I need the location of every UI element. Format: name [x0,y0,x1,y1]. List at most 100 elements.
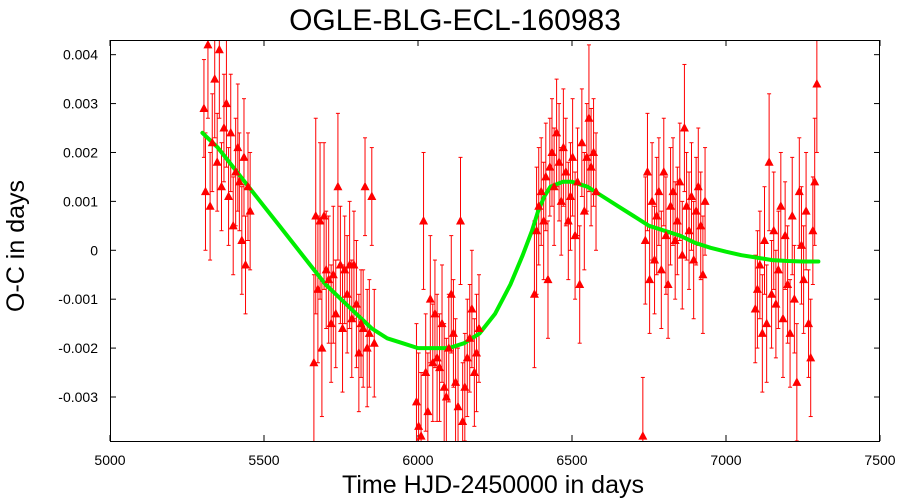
data-point [342,289,352,298]
y-axis-label: O-C in days [2,180,30,312]
data-point [783,279,793,289]
data-point [349,259,359,269]
data-point [321,264,331,274]
y-tick-label: 0 [90,242,98,258]
data-point [448,328,458,337]
data-point [219,123,229,132]
data-point [226,127,236,137]
data-point [762,318,772,328]
data-point [579,206,589,215]
data-point [785,328,795,337]
data-point [638,431,648,440]
data-point [640,235,650,244]
data-point [328,269,338,279]
data-point [666,201,676,210]
data-point [430,308,440,318]
data-point [696,220,706,230]
data-point [799,274,809,284]
data-point [319,211,329,220]
data-point [582,152,592,161]
plot-area [199,40,822,441]
data-point [792,377,802,386]
data-point [221,98,231,108]
data-point [796,240,806,249]
data-point [773,264,783,274]
data-point [659,167,669,176]
data-point [698,269,708,279]
data-point [549,181,559,191]
data-point [584,113,594,122]
data-point [472,347,482,357]
data-point [362,343,372,352]
y-tick-label: -0.001 [58,291,98,307]
data-point [423,406,433,416]
x-tick-label: 7000 [710,452,741,468]
data-point [469,367,479,377]
data-point [239,152,249,161]
plot-marks [199,40,822,441]
data-point [647,196,657,205]
data-point [539,215,549,225]
data-point [771,299,781,308]
y-tick-label: 0.002 [63,144,98,160]
data-point [231,167,241,176]
data-point [243,181,253,191]
data-point [679,123,689,132]
data-point [670,235,680,244]
data-point [331,308,341,318]
x-tick-label: 5500 [248,452,279,468]
data-point [241,259,251,269]
data-point [532,225,542,235]
x-tick-label: 6500 [556,452,587,468]
data-point [806,352,816,362]
data-point [547,147,557,156]
data-point [556,196,566,205]
data-point [687,191,697,200]
data-point [317,343,327,352]
data-point [801,206,811,215]
data-point [668,186,678,196]
data-point [812,79,822,88]
data-point [210,74,220,83]
data-point [326,318,336,328]
data-point [309,357,319,367]
data-point [767,289,777,298]
data-point [552,127,562,137]
data-point [808,225,818,235]
data-point [789,294,799,303]
data-point [214,44,224,54]
data-point [456,215,466,225]
y-tick-label: 0.001 [63,193,98,209]
data-point [465,333,475,342]
data-point [691,206,701,215]
data-point [437,318,447,328]
data-point [462,352,472,362]
data-point [203,40,213,49]
data-point [672,215,682,225]
data-point [451,377,461,386]
data-point [351,299,361,308]
x-tick-label: 6000 [402,452,433,468]
data-point [755,259,765,269]
data-point [460,382,470,391]
data-point [776,201,786,210]
data-point [435,362,445,372]
y-tick-label: 0.003 [63,96,98,112]
data-point [311,211,321,220]
data-point [237,235,247,244]
y-tick-label: -0.002 [58,340,98,356]
data-point [228,220,238,230]
data-point [340,264,350,274]
data-point [224,191,234,200]
data-point [750,303,760,313]
data-point [591,186,601,196]
data-point [804,318,814,328]
y-axis-ticks: 0.004 0.003 0.002 0.001 0 -0.001 -0.002 -0.003 [58,47,880,405]
data-point [787,211,797,220]
data-point [207,137,217,147]
data-point [810,176,820,186]
data-point [545,162,555,171]
data-point [354,347,364,357]
data-point [467,303,477,313]
data-point [778,313,788,323]
